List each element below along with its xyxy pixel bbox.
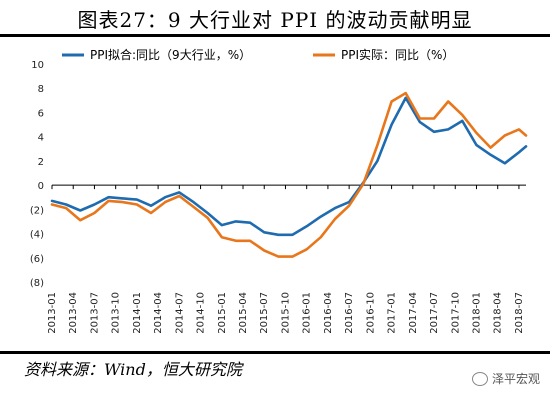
y-axis: 10 8 6 4 2 0 (2) (4) (6) (8) — [30, 60, 44, 289]
y-tick-label: 6 — [38, 108, 44, 119]
series-group — [50, 91, 528, 258]
x-tick-label: 2013-01 — [47, 292, 58, 334]
watermark: 泽平宏观 — [471, 370, 540, 387]
source-rule — [0, 351, 550, 354]
wechat-icon — [471, 371, 488, 386]
x-tick-label: 2014-07 — [174, 292, 185, 334]
watermark-text: 泽平宏观 — [491, 372, 540, 386]
x-tick-label: 2017-10 — [450, 292, 461, 334]
y-tick-label: (6) — [30, 254, 44, 265]
legend-label: PPI实际：同比（%） — [341, 47, 454, 62]
y-tick-label: 8 — [38, 84, 44, 95]
y-tick-label: 4 — [38, 133, 44, 144]
legend-label: PPI拟合:同比（9大行业，%） — [90, 47, 251, 62]
x-tick-label: 2018-01 — [471, 292, 482, 334]
y-tick-label: 10 — [31, 60, 44, 71]
x-tick-label: 2015-01 — [217, 292, 228, 334]
x-tick-label: 2018-07 — [514, 292, 525, 334]
x-tick-label: 2013-07 — [89, 292, 100, 334]
y-tick-label: (8) — [30, 278, 44, 289]
x-axis: 2013-01 2013-04 2013-07 2013-10 2014-01 2014-… — [47, 184, 526, 334]
x-tick-label: 2013-04 — [68, 292, 79, 334]
series-line-actual — [50, 91, 528, 258]
source-note: 资料来源：Wind，恒大研究院 — [24, 360, 242, 379]
x-tick-label: 2014-01 — [132, 292, 143, 334]
x-tick-label: 2016-04 — [323, 292, 334, 334]
chart-title: 图表27：9 大行业对 PPI 的波动贡献明显 — [77, 8, 473, 32]
y-tick-label: (4) — [30, 230, 44, 241]
x-tick-label: 2016-10 — [365, 292, 376, 334]
title-rule — [0, 34, 550, 37]
x-tick-label: 2017-01 — [387, 292, 398, 334]
y-tick-label: (2) — [30, 205, 44, 216]
x-tick-label: 2017-04 — [408, 292, 419, 334]
x-tick-label: 2015-04 — [238, 292, 249, 334]
y-tick-label: 0 — [38, 181, 44, 192]
x-tick-label: 2016-07 — [344, 292, 355, 334]
x-tick-label: 2016-01 — [302, 292, 313, 334]
y-tick-label: 2 — [38, 157, 44, 168]
legend: PPI拟合:同比（9大行业，%） PPI实际：同比（%） — [62, 47, 454, 62]
series-line-fitted — [50, 96, 528, 237]
x-tick-label: 2013-10 — [111, 292, 122, 334]
x-tick-label: 2015-10 — [280, 292, 291, 334]
x-tick-label: 2017-07 — [429, 292, 440, 334]
line-chart: PPI拟合:同比（9大行业，%） PPI实际：同比（%） 10 8 6 4 2 0 (2) (4… — [30, 47, 528, 334]
x-tick-label: 2014-04 — [153, 292, 164, 334]
x-tick-label: 2014-10 — [196, 292, 207, 334]
x-tick-label: 2018-04 — [493, 292, 504, 334]
x-tick-label: 2015-07 — [259, 292, 270, 334]
